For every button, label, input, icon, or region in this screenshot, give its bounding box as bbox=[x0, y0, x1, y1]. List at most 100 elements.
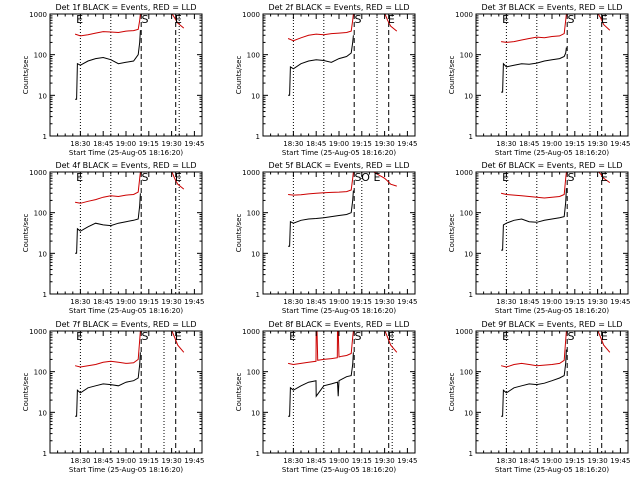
x-tick-label: 18:45 bbox=[519, 298, 539, 306]
plot-frame bbox=[262, 171, 416, 295]
panel-title: Det 4f BLACK = Events, RED = LLD bbox=[55, 161, 196, 170]
x-tick-label: 18:45 bbox=[93, 140, 113, 148]
panel-title: Det 9f BLACK = Events, RED = LLD bbox=[481, 320, 622, 329]
event-marker-label: E bbox=[76, 171, 83, 184]
detector-panel-7: Det 7f BLACK = Events, RED = LLD 1 10 100 10… bbox=[22, 320, 204, 474]
y-tick-label: 100 bbox=[460, 210, 473, 218]
detector-panel-5: Det 5f BLACK = Events, RED = LLD 1 10 100 10… bbox=[235, 161, 417, 315]
x-tick-label: 19:00 bbox=[542, 457, 562, 465]
y-tick-label: 1 bbox=[256, 291, 260, 299]
lld-series-line bbox=[287, 331, 398, 366]
event-marker-label: E bbox=[388, 330, 395, 343]
x-tick-label: 19:15 bbox=[352, 298, 372, 306]
x-axis-label: Start Time (25-Aug-05 18:16:20) bbox=[69, 307, 183, 315]
x-tick-label: 19:45 bbox=[184, 457, 204, 465]
panel-title: Det 7f BLACK = Events, RED = LLD bbox=[55, 320, 196, 329]
plot-frame bbox=[475, 171, 629, 295]
x-axis-label: Start Time (25-Aug-05 18:16:20) bbox=[495, 466, 609, 474]
y-tick-label: 100 bbox=[34, 52, 47, 60]
x-tick-label: 18:45 bbox=[519, 140, 539, 148]
x-tick-label: 18:30 bbox=[283, 298, 303, 306]
y-tick-label: 1 bbox=[469, 450, 473, 458]
plot-frame bbox=[49, 330, 203, 454]
lld-series-line bbox=[288, 172, 397, 196]
event-marker-label: E bbox=[502, 171, 509, 184]
lld-series-line bbox=[74, 331, 185, 368]
detector-panel-4: Det 4f BLACK = Events, RED = LLD 1 10 100 10… bbox=[22, 161, 204, 315]
x-tick-label: 19:15 bbox=[139, 457, 159, 465]
events-series-line bbox=[288, 35, 354, 96]
event-marker-label: S bbox=[141, 330, 148, 343]
panel-title: Det 1f BLACK = Events, RED = LLD bbox=[55, 3, 196, 12]
x-tick-label: 19:45 bbox=[397, 457, 417, 465]
y-tick-label: 100 bbox=[460, 369, 473, 377]
event-marker-label: E bbox=[76, 330, 83, 343]
x-tick-label: 18:30 bbox=[70, 298, 90, 306]
y-tick-label: 100 bbox=[34, 369, 47, 377]
x-tick-label: 19:30 bbox=[375, 140, 395, 148]
plot-frame bbox=[475, 13, 629, 137]
x-tick-label: 18:45 bbox=[519, 457, 539, 465]
y-axis-label: Counts/sec bbox=[235, 214, 243, 253]
event-marker-label: E bbox=[373, 171, 380, 184]
event-marker-label: S bbox=[354, 13, 361, 26]
x-tick-label: 19:45 bbox=[610, 140, 630, 148]
y-tick-label: 1 bbox=[43, 450, 47, 458]
x-tick-label: 19:15 bbox=[565, 140, 585, 148]
y-axis-label: Counts/sec bbox=[235, 373, 243, 412]
y-tick-label: 10 bbox=[38, 250, 47, 258]
x-tick-label: 19:30 bbox=[162, 298, 182, 306]
event-marker-label: O bbox=[361, 171, 370, 184]
x-tick-label: 19:45 bbox=[184, 298, 204, 306]
x-tick-label: 19:30 bbox=[375, 298, 395, 306]
x-tick-label: 19:00 bbox=[542, 140, 562, 148]
x-tick-label: 19:30 bbox=[588, 298, 608, 306]
x-tick-label: 19:30 bbox=[588, 140, 608, 148]
events-series-line bbox=[75, 193, 141, 254]
x-tick-label: 18:30 bbox=[496, 140, 516, 148]
x-tick-label: 19:15 bbox=[352, 140, 372, 148]
lld-series-line bbox=[500, 331, 611, 368]
y-tick-label: 1 bbox=[256, 133, 260, 141]
detector-panel-1: Det 1f BLACK = Events, RED = LLD 1 10 100 10… bbox=[22, 3, 204, 157]
x-tick-label: 19:15 bbox=[139, 140, 159, 148]
y-tick-label: 1 bbox=[469, 133, 473, 141]
x-tick-label: 19:15 bbox=[352, 457, 372, 465]
y-tick-label: 1000 bbox=[29, 11, 47, 19]
x-tick-label: 19:30 bbox=[375, 457, 395, 465]
event-marker-label: E bbox=[175, 13, 182, 26]
detector-panel-9: Det 9f BLACK = Events, RED = LLD 1 10 100 10… bbox=[448, 320, 630, 474]
y-tick-label: 10 bbox=[38, 409, 47, 417]
x-tick-label: 19:00 bbox=[116, 457, 136, 465]
event-marker-label: E bbox=[175, 171, 182, 184]
panel-title: Det 8f BLACK = Events, RED = LLD bbox=[268, 320, 409, 329]
x-tick-label: 19:15 bbox=[565, 457, 585, 465]
y-tick-label: 100 bbox=[247, 210, 260, 218]
event-marker-label: E bbox=[601, 171, 608, 184]
y-tick-label: 10 bbox=[464, 409, 473, 417]
detector-panel-6: Det 6f BLACK = Events, RED = LLD 1 10 100 10… bbox=[448, 161, 630, 315]
panel-title: Det 6f BLACK = Events, RED = LLD bbox=[481, 161, 622, 170]
detector-panel-2: Det 2f BLACK = Events, RED = LLD 1 10 100 10… bbox=[235, 3, 417, 157]
y-tick-label: 1000 bbox=[29, 169, 47, 177]
x-tick-label: 19:45 bbox=[397, 298, 417, 306]
x-axis-label: Start Time (25-Aug-05 18:16:20) bbox=[282, 466, 396, 474]
events-series-line bbox=[501, 188, 567, 251]
events-series-line bbox=[501, 349, 567, 417]
lld-series-line bbox=[287, 14, 398, 42]
x-tick-label: 19:30 bbox=[162, 140, 182, 148]
events-series-line bbox=[75, 30, 141, 100]
x-tick-label: 18:30 bbox=[70, 140, 90, 148]
x-tick-label: 19:00 bbox=[542, 298, 562, 306]
x-tick-label: 19:00 bbox=[329, 298, 349, 306]
detector-panel-3: Det 3f BLACK = Events, RED = LLD 1 10 100 10… bbox=[448, 3, 630, 157]
y-tick-label: 1000 bbox=[455, 328, 473, 336]
y-tick-label: 1000 bbox=[29, 328, 47, 336]
event-marker-label: E bbox=[175, 330, 182, 343]
x-tick-label: 19:00 bbox=[116, 140, 136, 148]
lld-series-line bbox=[75, 172, 185, 204]
x-tick-label: 19:15 bbox=[139, 298, 159, 306]
y-tick-label: 1000 bbox=[242, 169, 260, 177]
event-marker-label: E bbox=[502, 13, 509, 26]
x-tick-label: 19:45 bbox=[184, 140, 204, 148]
